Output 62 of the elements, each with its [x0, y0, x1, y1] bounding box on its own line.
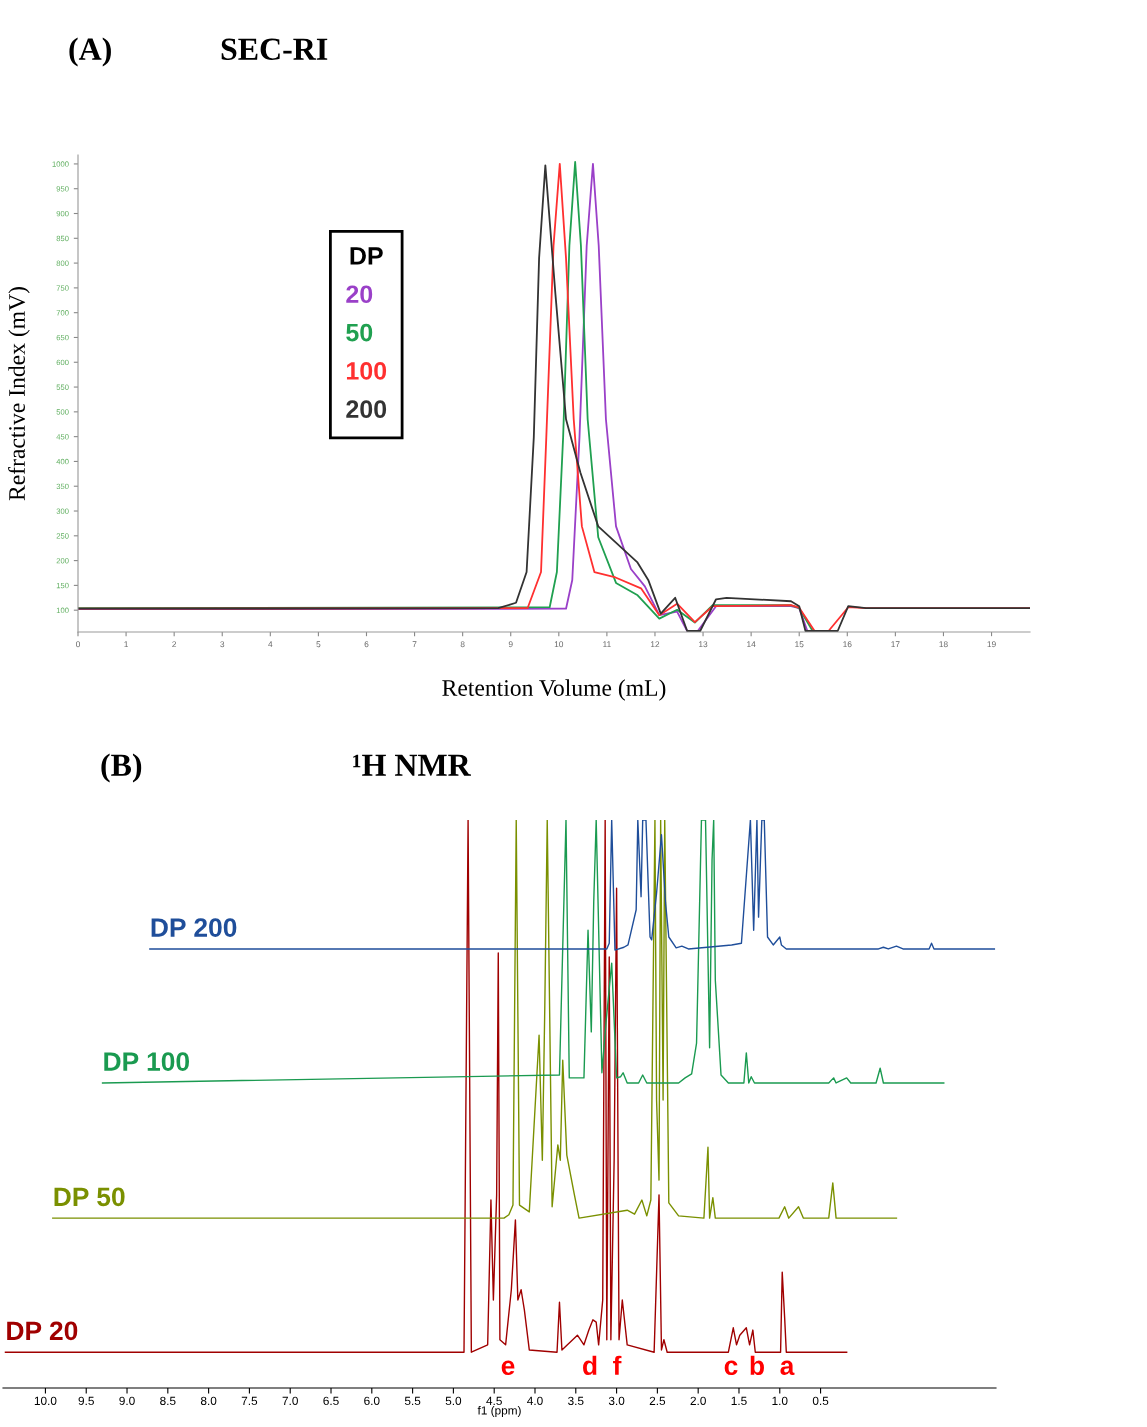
x-tick-label: 1.0 — [772, 1396, 788, 1405]
x-tick-label: 2.0 — [690, 1396, 706, 1405]
series-label: DP 20 — [7, 1321, 78, 1341]
series-label: DP 100 — [104, 1052, 190, 1071]
x-tick-label: 9.0 — [119, 1396, 135, 1405]
x-tick-label: 6 — [364, 641, 369, 648]
x-tick-label: 4.5 — [486, 1396, 502, 1405]
text: (A) — [69, 37, 111, 67]
text: (B) — [101, 753, 142, 783]
x-tick-label: 1 — [124, 641, 128, 648]
x-tick-label: 7.5 — [241, 1396, 258, 1405]
x-tick-label: 5.0 — [445, 1396, 462, 1405]
annotation: b — [750, 1355, 764, 1376]
chart-title: SEC-RI — [221, 38, 328, 60]
x-tick-label: 4 — [268, 641, 273, 648]
x-tick-label: 3.5 — [568, 1396, 584, 1405]
x-tick-label: 12 — [650, 641, 660, 648]
x-tick-label: 14 — [747, 641, 756, 648]
x-tick-label: 16 — [843, 641, 852, 648]
text: 50 — [346, 323, 373, 342]
x-tick-label: 8.0 — [200, 1396, 217, 1405]
x-tick-label: 4.0 — [527, 1396, 543, 1405]
x-tick-label: 10 — [554, 641, 564, 648]
x-tick-label: 2 — [172, 641, 177, 648]
y-axis-title: Refractive Index (mV) — [8, 287, 30, 501]
annotation: d — [583, 1355, 597, 1376]
x-tick-label: 1.5 — [731, 1396, 747, 1405]
x-tick-label: 9 — [508, 641, 513, 648]
x-tick-label: 17 — [891, 641, 900, 648]
annotation: f — [613, 1355, 622, 1375]
x-tick-label: 0.5 — [812, 1396, 829, 1405]
x-tick-label: 5.5 — [404, 1396, 421, 1405]
x-tick-label: 10.0 — [34, 1396, 57, 1405]
series-label: DP 200 — [151, 918, 237, 937]
x-tick-label: 7 — [412, 641, 417, 648]
x-tick-label: 8.5 — [160, 1396, 176, 1405]
x-tick-label: 11 — [603, 641, 611, 648]
x-tick-label: 19 — [987, 641, 996, 648]
x-tick-label: 15 — [795, 641, 804, 648]
x-tick-label: 8 — [460, 641, 465, 648]
x-tick-label: 5 — [316, 641, 321, 648]
x-tick-label: 3.0 — [608, 1396, 625, 1405]
chart-title: ¹H NMR — [353, 754, 471, 776]
x-tick-label: 3 — [220, 641, 225, 648]
x-tick-label: 7.0 — [282, 1396, 298, 1405]
text: 200 — [346, 400, 387, 418]
series-label: DP 50 — [54, 1187, 125, 1207]
x-tick-label: 0 — [76, 641, 80, 648]
x-tick-label: 6.5 — [323, 1396, 339, 1405]
x-axis-title: Retention Volume (mL) — [442, 679, 666, 701]
legend-title: DP — [350, 247, 383, 265]
x-tick-label: 18 — [939, 641, 948, 648]
text: 20 — [346, 285, 373, 304]
x-tick-label: 2.5 — [649, 1396, 666, 1405]
annotation: c — [724, 1360, 738, 1376]
x-tick-label: 6.0 — [364, 1396, 380, 1405]
annotation: a — [780, 1360, 795, 1376]
x-tick-label: 13 — [699, 641, 708, 648]
x-axis-title: f1 (ppm) — [477, 1405, 521, 1417]
annotation: e — [501, 1360, 515, 1376]
text: 100 — [346, 361, 387, 380]
x-tick-label: 9.5 — [78, 1396, 94, 1405]
